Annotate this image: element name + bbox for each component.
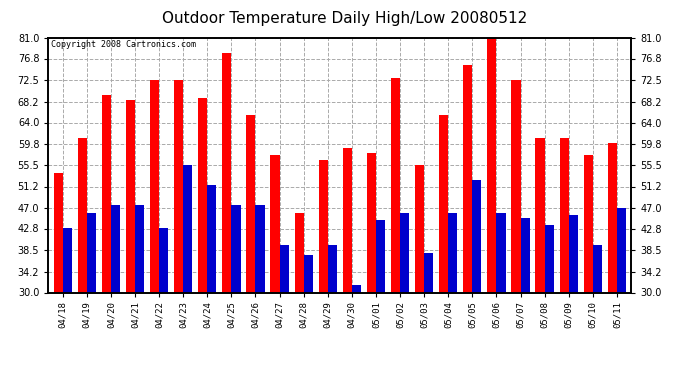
Bar bbox=[560, 138, 569, 375]
Bar bbox=[496, 213, 506, 375]
Bar bbox=[544, 225, 554, 375]
Bar bbox=[584, 155, 593, 375]
Bar bbox=[352, 285, 361, 375]
Bar bbox=[159, 228, 168, 375]
Bar bbox=[87, 213, 96, 375]
Bar bbox=[54, 172, 63, 375]
Bar bbox=[487, 38, 496, 375]
Bar bbox=[102, 95, 111, 375]
Bar bbox=[473, 180, 482, 375]
Bar bbox=[319, 160, 328, 375]
Bar bbox=[231, 205, 241, 375]
Bar bbox=[415, 165, 424, 375]
Bar bbox=[279, 245, 288, 375]
Bar bbox=[569, 215, 578, 375]
Bar bbox=[174, 80, 184, 375]
Bar bbox=[135, 205, 144, 375]
Bar bbox=[328, 245, 337, 375]
Bar bbox=[520, 217, 530, 375]
Bar bbox=[78, 138, 87, 375]
Bar bbox=[270, 155, 279, 375]
Text: Copyright 2008 Cartronics.com: Copyright 2008 Cartronics.com bbox=[51, 40, 196, 49]
Bar bbox=[448, 213, 457, 375]
Bar bbox=[63, 228, 72, 375]
Bar bbox=[617, 207, 626, 375]
Bar bbox=[511, 80, 520, 375]
Bar bbox=[222, 53, 231, 375]
Bar bbox=[111, 205, 120, 375]
Bar bbox=[295, 213, 304, 375]
Bar bbox=[304, 255, 313, 375]
Bar bbox=[255, 205, 265, 375]
Bar bbox=[184, 165, 193, 375]
Bar bbox=[400, 213, 409, 375]
Bar bbox=[126, 100, 135, 375]
Bar bbox=[246, 115, 255, 375]
Bar bbox=[376, 220, 385, 375]
Bar bbox=[207, 185, 217, 375]
Bar bbox=[424, 252, 433, 375]
Bar bbox=[150, 80, 159, 375]
Bar bbox=[391, 78, 400, 375]
Bar bbox=[463, 65, 473, 375]
Bar bbox=[367, 153, 376, 375]
Bar bbox=[198, 98, 207, 375]
Bar bbox=[343, 147, 352, 375]
Bar bbox=[608, 142, 617, 375]
Text: Outdoor Temperature Daily High/Low 20080512: Outdoor Temperature Daily High/Low 20080… bbox=[162, 11, 528, 26]
Bar bbox=[439, 115, 449, 375]
Bar bbox=[535, 138, 544, 375]
Bar bbox=[593, 245, 602, 375]
